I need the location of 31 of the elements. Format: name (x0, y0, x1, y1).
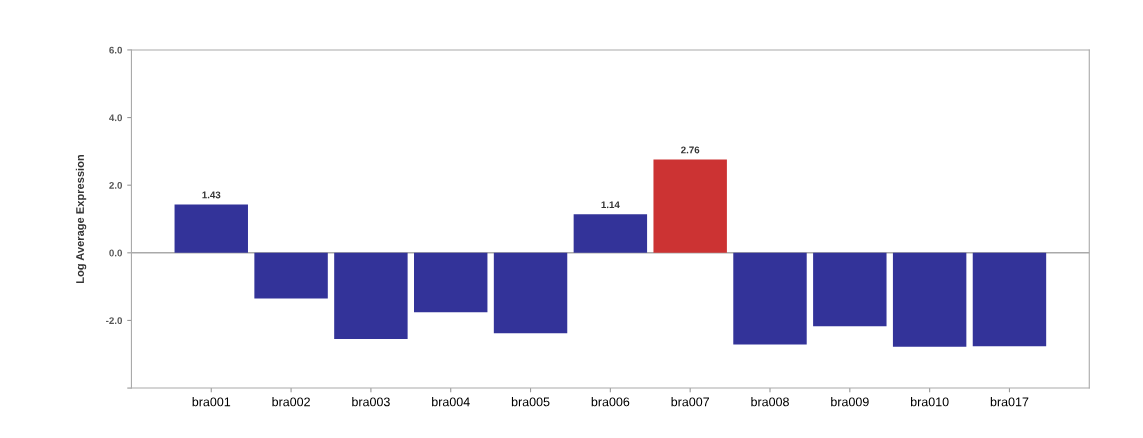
x-tick-label: bra005 (511, 397, 550, 407)
bar (573, 214, 648, 253)
bar (334, 252, 408, 340)
x-tick-label: bra002 (272, 397, 310, 407)
y-tick-label: 2.0 (109, 181, 123, 189)
y-tick-label: 6.0 (109, 46, 123, 54)
bar (892, 252, 967, 347)
x-tick-label: bra010 (910, 397, 949, 407)
y-tick-label: 0.0 (109, 249, 123, 257)
x-tick-label: bra004 (432, 397, 470, 407)
data-label: 2.76 (681, 146, 700, 154)
y-tick-label: -2.0 (106, 317, 123, 325)
data-label: 1.43 (202, 191, 221, 199)
x-tick-label: bra008 (751, 397, 789, 407)
bar (254, 252, 328, 299)
x-tick-label: bra017 (990, 397, 1029, 407)
bar (972, 252, 1047, 347)
bar (733, 252, 807, 345)
y-axis-title: Log Average Expression (75, 154, 87, 283)
x-tick-label: bra003 (352, 397, 390, 407)
data-label: 1.14 (601, 201, 620, 209)
bar (653, 159, 727, 253)
x-tick-label: bra001 (192, 397, 231, 407)
y-tick-label: 4.0 (109, 114, 123, 122)
x-tick-label: bra009 (831, 397, 869, 407)
x-tick-label: bra006 (591, 397, 630, 407)
bar (414, 252, 488, 313)
bar (174, 204, 248, 253)
bar (813, 252, 887, 327)
bar (493, 252, 568, 334)
x-tick-label: bra007 (671, 397, 710, 407)
